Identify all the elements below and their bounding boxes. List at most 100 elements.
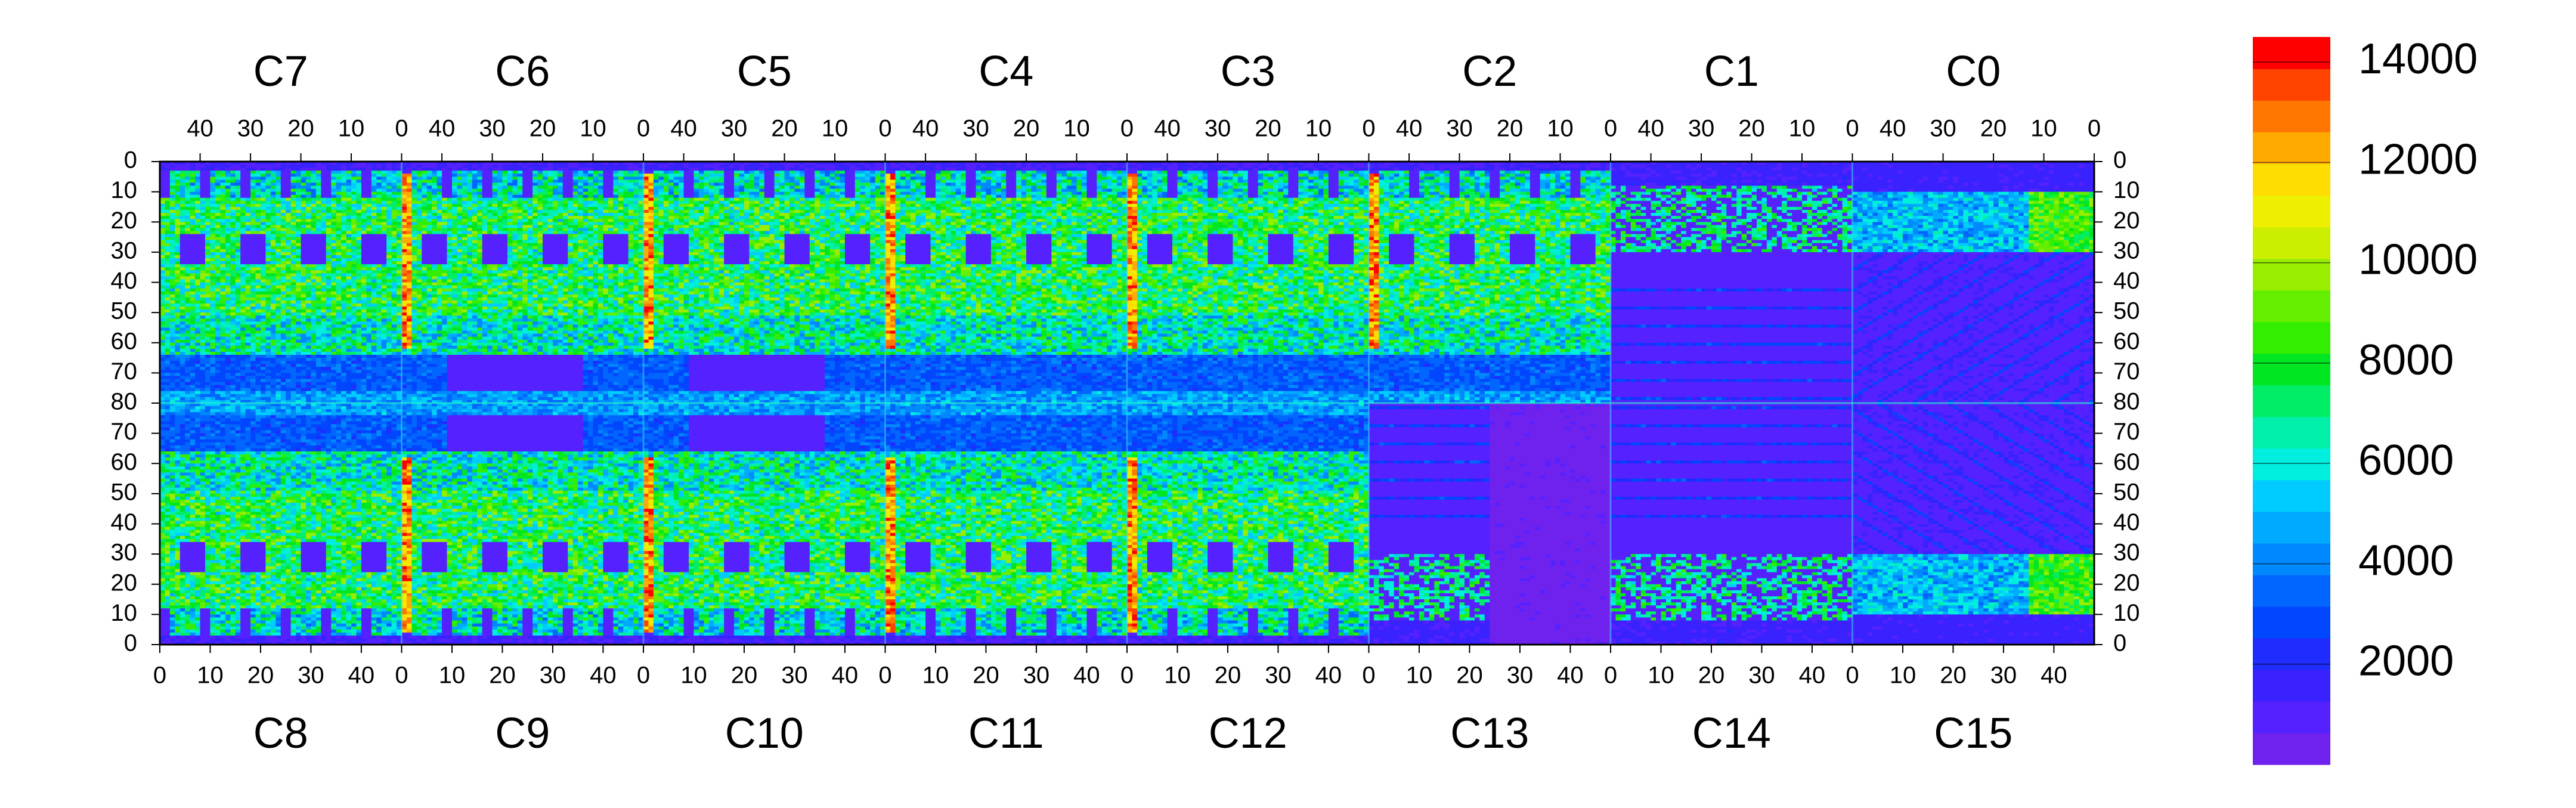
heatmap-cell	[316, 343, 321, 346]
heatmap-cell	[382, 270, 387, 274]
heatmap-cell	[246, 295, 251, 298]
heatmap-cell	[215, 309, 221, 313]
heatmap-cell	[301, 216, 306, 219]
heatmap-cell	[190, 222, 196, 225]
heatmap-cell	[382, 240, 387, 244]
heatmap-cell	[291, 315, 296, 319]
heatmap-cell	[336, 219, 342, 222]
heatmap-cell	[250, 270, 256, 274]
heatmap-cell	[392, 309, 397, 313]
heatmap-cell	[392, 340, 397, 343]
heatmap-cell	[386, 337, 392, 340]
heatmap-cell	[341, 179, 346, 183]
heatmap-cell	[175, 334, 180, 338]
heatmap-cell	[306, 201, 311, 205]
heatmap-cell	[286, 195, 291, 199]
heatmap-cell	[356, 210, 361, 213]
heatmap-cell	[170, 207, 175, 210]
heatmap-cell	[326, 304, 332, 307]
heatmap-cell	[321, 204, 326, 208]
heatmap-cell	[382, 267, 387, 271]
heatmap-cell	[215, 307, 221, 310]
heatmap-cell	[230, 324, 236, 328]
heatmap-cell	[240, 304, 246, 307]
heatmap-cell	[246, 165, 251, 168]
heatmap-cell	[336, 189, 342, 193]
heatmap-cell	[336, 337, 342, 340]
heatmap-cell	[185, 255, 190, 259]
heatmap-cell	[361, 276, 367, 280]
heatmap-cell	[326, 249, 332, 253]
heatmap-cell	[306, 298, 311, 301]
heatmap-cell	[366, 327, 371, 331]
heatmap-cell	[356, 195, 361, 199]
heatmap-cell	[195, 267, 200, 271]
heatmap-cell	[205, 165, 210, 168]
heatmap-cell	[336, 186, 342, 190]
heatmap-cell	[175, 340, 180, 343]
heatmap-cell	[256, 267, 261, 271]
heatmap-cell	[175, 219, 180, 222]
heatmap-cell	[392, 216, 397, 219]
heatmap-cell	[190, 255, 196, 259]
heatmap-cell	[275, 304, 281, 307]
heatmap-cell	[225, 315, 231, 319]
heatmap-cell	[356, 201, 361, 205]
heatmap-cell	[331, 174, 336, 177]
heatmap-cell	[356, 289, 361, 292]
heatmap-cell	[382, 327, 387, 331]
heatmap-cell	[275, 171, 281, 174]
heatmap-cell	[346, 334, 352, 338]
heatmap-cell	[200, 204, 206, 208]
heatmap-cell	[190, 267, 196, 271]
heatmap-cell	[165, 273, 170, 277]
heatmap-cell	[250, 186, 256, 190]
heatmap-cell	[281, 264, 286, 268]
heatmap-cell	[336, 216, 342, 219]
heatmap-cell	[361, 213, 367, 216]
heatmap-cell	[382, 243, 387, 247]
heatmap-cell	[250, 309, 256, 313]
heatmap-cell	[321, 255, 326, 259]
heatmap-cell	[346, 298, 352, 301]
heatmap-cell	[351, 192, 357, 196]
heatmap-cell	[215, 252, 221, 256]
heatmap-cell	[246, 182, 251, 186]
heatmap-cell	[210, 309, 215, 313]
heatmap-cell	[392, 186, 397, 190]
heatmap-cell	[170, 318, 175, 322]
heatmap-cell	[240, 201, 246, 205]
heatmap-cell	[236, 307, 241, 310]
heatmap-cell	[275, 312, 281, 316]
heatmap-cell	[346, 225, 352, 228]
heatmap-cell	[246, 171, 251, 174]
heatmap-cell	[296, 307, 301, 310]
heatmap-cell	[311, 334, 316, 338]
heatmap-cell	[296, 331, 301, 335]
heatmap-cell	[331, 286, 336, 289]
heatmap-cell	[351, 231, 357, 234]
heatmap-cell	[225, 261, 231, 265]
heatmap-cell	[281, 321, 286, 325]
heatmap-cell	[366, 289, 371, 292]
heatmap-cell	[361, 186, 367, 190]
heatmap-cell	[382, 331, 387, 335]
heatmap-cell	[286, 243, 291, 247]
heatmap-cell	[291, 279, 296, 283]
heatmap-cell	[195, 255, 200, 259]
heatmap-cell	[336, 264, 342, 268]
heatmap-cell	[175, 222, 180, 225]
heatmap-cell	[382, 179, 387, 183]
heatmap-cell	[275, 346, 281, 349]
heatmap-cell	[341, 225, 346, 228]
heatmap-cell	[246, 286, 251, 289]
heatmap-cell	[261, 189, 266, 193]
heatmap-cell	[275, 340, 281, 343]
heatmap-cell	[296, 249, 301, 253]
heatmap-cell	[185, 219, 190, 222]
heatmap-cell	[170, 204, 175, 208]
heatmap-cell	[215, 283, 221, 286]
heatmap-cell	[356, 318, 361, 322]
heatmap-cell	[366, 334, 371, 338]
heatmap-cell	[180, 189, 185, 193]
